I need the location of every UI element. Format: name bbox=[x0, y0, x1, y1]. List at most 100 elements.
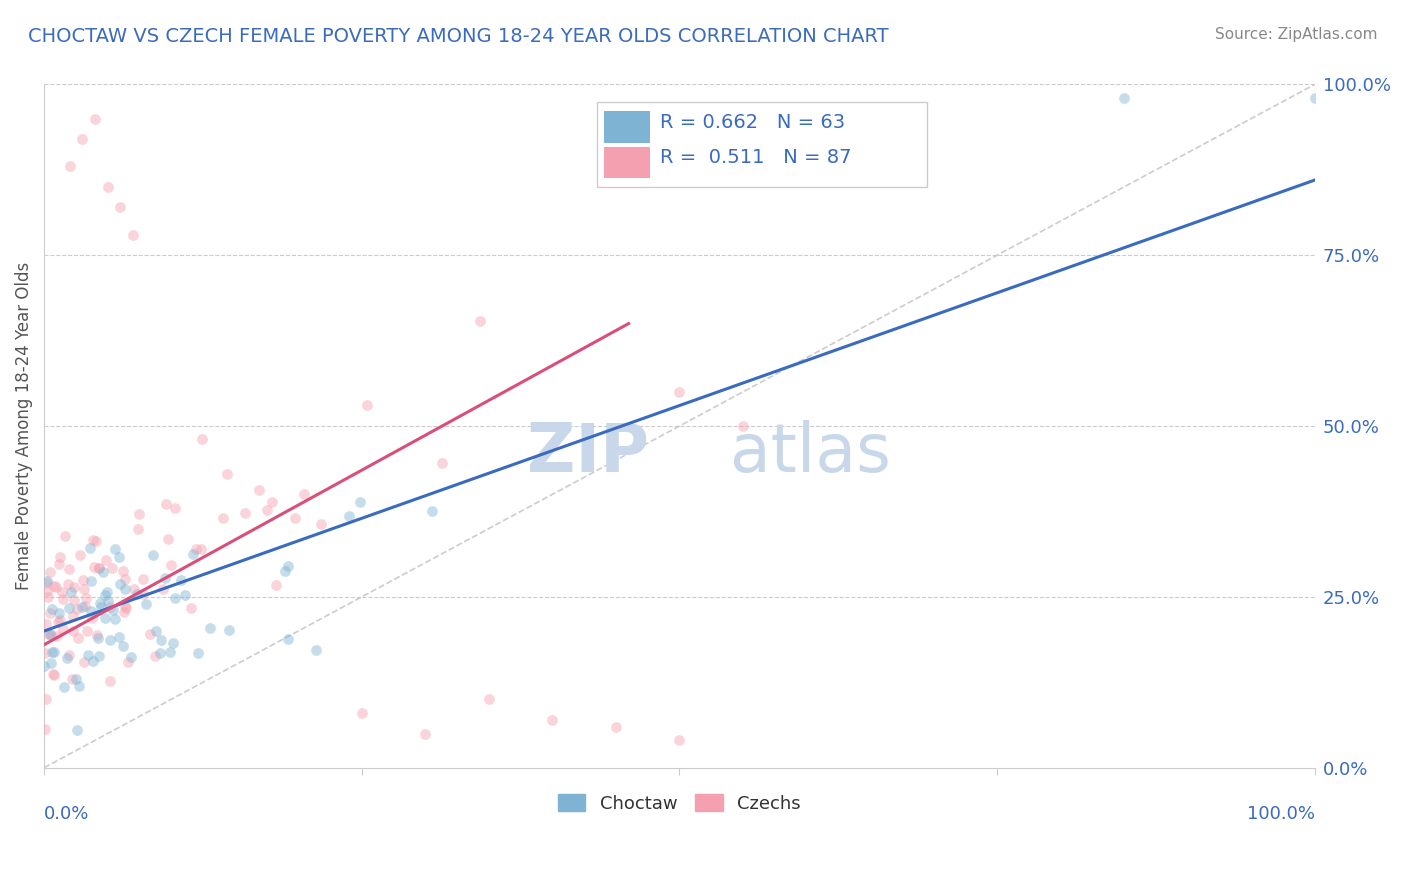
Point bbox=[104, 541, 127, 556]
Point bbox=[256, 502, 278, 516]
Point bbox=[62, 580, 84, 594]
Point bbox=[51, 585, 73, 599]
Point bbox=[39, 656, 62, 670]
Point bbox=[247, 483, 270, 497]
Legend: Choctaw, Czechs: Choctaw, Czechs bbox=[551, 787, 808, 820]
Point bbox=[277, 558, 299, 573]
Point bbox=[127, 522, 149, 536]
Point bbox=[44, 668, 66, 682]
Point bbox=[180, 600, 202, 615]
Point bbox=[41, 666, 63, 681]
Point bbox=[157, 532, 180, 546]
Point bbox=[1112, 91, 1135, 105]
Point bbox=[468, 314, 491, 328]
Point bbox=[120, 649, 142, 664]
Point bbox=[48, 558, 70, 572]
Point bbox=[49, 549, 72, 564]
Point bbox=[413, 726, 436, 740]
Point bbox=[34, 647, 56, 661]
Point bbox=[103, 612, 125, 626]
Point bbox=[39, 628, 62, 642]
Point bbox=[132, 572, 155, 586]
Point bbox=[53, 529, 76, 543]
Point bbox=[165, 501, 187, 516]
Point bbox=[114, 599, 136, 613]
Point bbox=[56, 577, 79, 591]
Point bbox=[132, 586, 155, 600]
Point bbox=[53, 680, 76, 694]
Point bbox=[42, 645, 65, 659]
Point bbox=[52, 592, 75, 607]
Text: CHOCTAW VS CZECH FEMALE POVERTY AMONG 18-24 YEAR OLDS CORRELATION CHART: CHOCTAW VS CZECH FEMALE POVERTY AMONG 18… bbox=[28, 27, 889, 45]
FancyBboxPatch shape bbox=[605, 112, 650, 143]
Y-axis label: Female Poverty Among 18-24 Year Olds: Female Poverty Among 18-24 Year Olds bbox=[15, 262, 32, 591]
Point bbox=[350, 706, 373, 720]
Point bbox=[337, 509, 360, 524]
Point bbox=[66, 632, 89, 646]
Text: ZIP: ZIP bbox=[527, 420, 650, 486]
Point bbox=[96, 585, 118, 599]
Point bbox=[90, 600, 112, 615]
Point bbox=[159, 645, 181, 659]
Point bbox=[38, 626, 60, 640]
Point bbox=[86, 533, 108, 548]
Point bbox=[84, 112, 107, 126]
Point bbox=[128, 507, 150, 521]
Point bbox=[63, 592, 86, 607]
Point bbox=[48, 613, 70, 627]
Point bbox=[114, 582, 136, 596]
Point bbox=[266, 578, 288, 592]
Point bbox=[170, 573, 193, 587]
Point bbox=[42, 579, 65, 593]
Point bbox=[432, 456, 454, 470]
Point bbox=[73, 582, 96, 596]
Point bbox=[153, 571, 176, 585]
Point bbox=[274, 564, 297, 578]
Point bbox=[114, 572, 136, 586]
Point bbox=[122, 227, 145, 242]
Point bbox=[260, 495, 283, 509]
Point bbox=[97, 594, 120, 608]
Point bbox=[181, 548, 204, 562]
Point bbox=[139, 627, 162, 641]
Point bbox=[349, 495, 371, 509]
Point bbox=[75, 591, 97, 605]
Point bbox=[32, 659, 55, 673]
Point bbox=[35, 574, 58, 588]
Point bbox=[46, 615, 69, 629]
Point bbox=[75, 599, 97, 613]
Point bbox=[110, 201, 132, 215]
Point bbox=[58, 648, 80, 662]
Point bbox=[127, 587, 149, 601]
Point bbox=[34, 722, 56, 736]
Point bbox=[163, 591, 186, 606]
Point bbox=[59, 584, 82, 599]
Point bbox=[198, 621, 221, 635]
Point bbox=[94, 553, 117, 567]
Point bbox=[56, 651, 79, 665]
Point bbox=[62, 624, 84, 639]
Point bbox=[41, 601, 63, 615]
Point bbox=[73, 655, 96, 669]
Point bbox=[94, 611, 117, 625]
Point bbox=[420, 504, 443, 518]
Point bbox=[77, 648, 100, 662]
Point bbox=[76, 624, 98, 638]
Point bbox=[145, 624, 167, 639]
Point bbox=[46, 629, 69, 643]
Point bbox=[135, 597, 157, 611]
Point bbox=[155, 497, 177, 511]
Point bbox=[101, 603, 124, 617]
Point bbox=[80, 574, 103, 588]
Point bbox=[70, 132, 93, 146]
Point bbox=[58, 562, 80, 576]
Point bbox=[97, 180, 120, 194]
Point bbox=[122, 582, 145, 596]
Point bbox=[37, 590, 59, 604]
Point bbox=[162, 636, 184, 650]
Point bbox=[292, 487, 315, 501]
Point bbox=[115, 600, 138, 615]
Point bbox=[37, 627, 59, 641]
Point bbox=[86, 628, 108, 642]
Point bbox=[117, 655, 139, 669]
